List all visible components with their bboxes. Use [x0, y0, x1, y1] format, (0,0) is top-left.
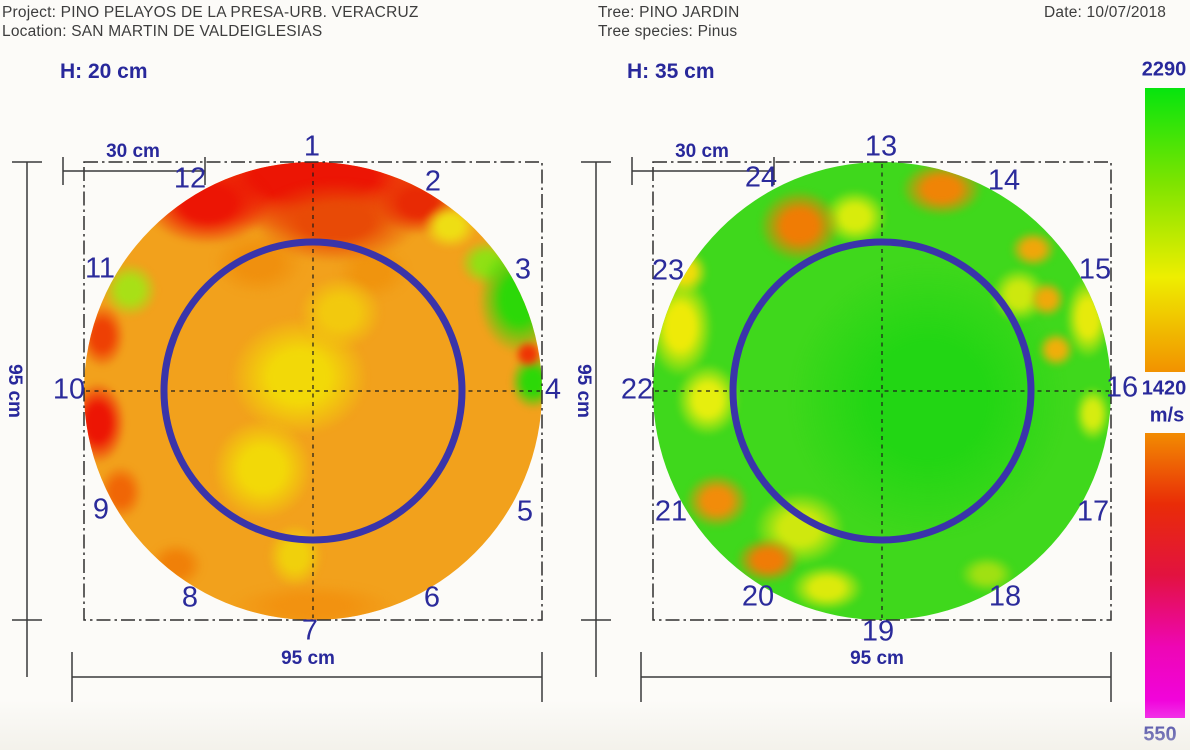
date-label: Date: 10/07/2018: [1044, 4, 1167, 21]
heatmap-blob: [1028, 281, 1066, 318]
sensor-14-label: 14: [987, 164, 1021, 197]
dimension-lines: [12, 157, 543, 702]
sensor-15-label: 15: [1078, 253, 1112, 286]
left-plot-title: H: 20 cm: [60, 60, 148, 83]
heatmap-blob: [97, 464, 144, 520]
sensor-20-label: 20: [741, 580, 775, 613]
sensor-13-label: 13: [864, 130, 898, 163]
sensor-24-label: 24: [744, 161, 778, 194]
diameter-dimension-label: 95 cm: [281, 648, 335, 669]
height-dimension-label: 95 cm: [573, 364, 594, 418]
location-label: Location: SAN MARTIN DE VALDEIGLESIAS: [2, 23, 323, 40]
heatmap-blob: [790, 565, 864, 611]
heatmap-blob: [477, 244, 542, 355]
sensor-17-label: 17: [1076, 495, 1110, 528]
species-label: Tree species: Pinus: [598, 23, 738, 40]
width-dimension-label: 30 cm: [675, 141, 729, 162]
bark-reference-ring: [729, 238, 1035, 544]
bounding-box: [652, 161, 1112, 621]
heatmap-blob: [514, 340, 542, 369]
heatmap-blob: [212, 418, 313, 520]
scale-max-label: 2290: [1141, 58, 1187, 81]
heatmap-blob: [84, 381, 126, 465]
heatmap-blob: [959, 555, 1015, 593]
sensor-5-label: 5: [516, 495, 534, 528]
tomogram-h35-heatmap: [653, 162, 1111, 620]
bounding-box: [83, 161, 543, 621]
tomogram-h20-scaffold: [12, 157, 543, 702]
dimension-lines: [581, 157, 1112, 702]
width-dimension-label: 30 cm: [106, 141, 160, 162]
sensor-1-label: 1: [303, 130, 321, 163]
heatmap-blob: [1037, 331, 1075, 369]
project-label: Project: PINO PELAYOS DE LA PRESA-URB. V…: [2, 4, 419, 21]
sensor-2-label: 2: [424, 165, 442, 198]
heatmap-blob: [653, 276, 713, 378]
height-dimension-label: 95 cm: [4, 364, 25, 418]
heatmap-blob: [900, 162, 983, 217]
tomogram-h35-scaffold: [581, 157, 1112, 702]
heatmap-blob: [675, 363, 741, 437]
sensor-9-label: 9: [92, 493, 110, 526]
sensor-12-label: 12: [173, 162, 207, 195]
tree-label: Tree: PINO JARDIN: [598, 4, 740, 21]
velocity-scale-upper-bar: [1145, 88, 1185, 372]
heatmap-blob: [1010, 230, 1057, 268]
tomogram-h35: 30 cm 95 cm 95 cm 13 14 15 16 17 18 19 20 21 22 23…: [569, 130, 1139, 710]
sensor-22-label: 22: [620, 373, 654, 406]
sensor-11-label: 11: [84, 252, 116, 285]
bark-reference-ring: [160, 238, 466, 544]
heatmap-blob: [148, 542, 204, 588]
right-plot-title: H: 35 cm: [627, 60, 715, 83]
sensor-3-label: 3: [514, 253, 532, 286]
scale-mid-label: 1420: [1141, 377, 1187, 400]
diameter-dimension-label: 95 cm: [850, 648, 904, 669]
heatmap-blob: [735, 537, 800, 584]
sensor-4-label: 4: [544, 373, 562, 406]
sensor-10-label: 10: [52, 373, 86, 406]
sensor-8-label: 8: [181, 581, 199, 614]
tomogram-h20-heatmap: [84, 162, 542, 620]
sensor-6-label: 6: [423, 581, 441, 614]
tomogram-h20: 30 cm 95 cm 95 cm 1 2 3 4 5 6 7 8 9 10 11 12: [0, 130, 570, 710]
heatmap-blob: [143, 162, 272, 245]
velocity-scale-lower-bar: [1145, 433, 1185, 718]
sensor-21-label: 21: [654, 495, 688, 528]
sensor-16-label: 16: [1105, 371, 1139, 404]
sensor-18-label: 18: [988, 580, 1022, 613]
heatmap-blob: [685, 473, 750, 529]
scale-min-label: 550: [1143, 723, 1177, 746]
sensor-7-label: 7: [301, 614, 319, 647]
sensor-23-label: 23: [651, 254, 685, 287]
heatmap-blob: [1074, 386, 1111, 442]
heatmap-blob: [84, 303, 126, 369]
scale-unit-label: m/s: [1149, 404, 1185, 427]
sensor-19-label: 19: [861, 615, 895, 648]
